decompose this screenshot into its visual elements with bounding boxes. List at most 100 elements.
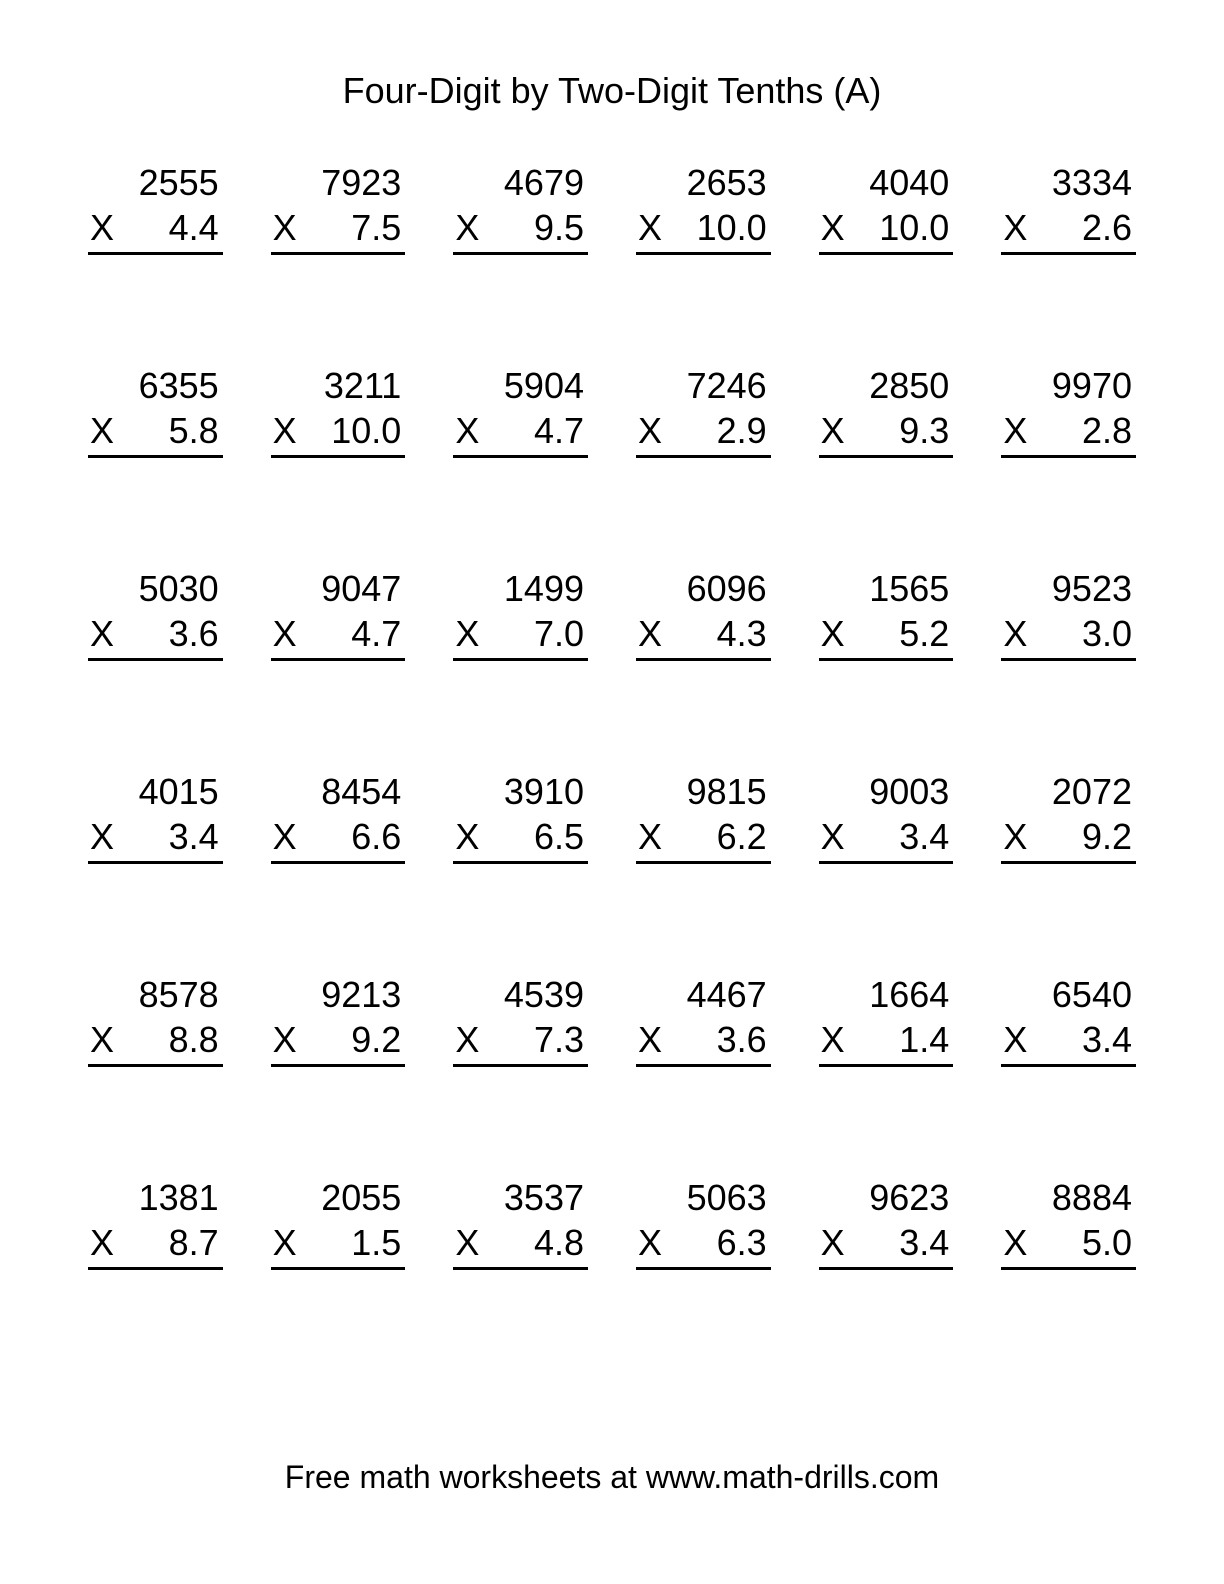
worksheet-page: Four-Digit by Two-Digit Tenths (A) 2555X… (0, 0, 1224, 1584)
multiplier: 7.5 (331, 205, 401, 250)
problem: 5063X6.3 (636, 1175, 771, 1270)
multiply-operator: X (90, 1017, 114, 1062)
multiplicand: 3334 (1001, 160, 1136, 205)
multiplier: 10.0 (697, 205, 767, 250)
multiply-operator: X (821, 611, 845, 656)
problem: 1381X8.7 (88, 1175, 223, 1270)
multiplier-row: X10.0 (636, 205, 771, 255)
multiplier-row: X 5.8 (88, 408, 223, 458)
problem: 9970X2.8 (1001, 363, 1136, 458)
multiplier: 9.2 (1062, 814, 1132, 859)
multiplicand: 6096 (636, 566, 771, 611)
problem: 9815X6.2 (636, 769, 771, 864)
multiplicand: 9815 (636, 769, 771, 814)
multiplier: 5.8 (149, 408, 219, 453)
problem: 4015X3.4 (88, 769, 223, 864)
problem: 8578X8.8 (88, 972, 223, 1067)
multiplicand: 2850 (819, 363, 954, 408)
multiplier: 8.8 (149, 1017, 219, 1062)
problem-grid: 2555X4.47923X7.54679X9.52653X10.04040X10… (80, 160, 1144, 1270)
multiplier: 4.8 (514, 1220, 584, 1265)
problem: 3211X10.0 (271, 363, 406, 458)
multiplier-row: X8.7 (88, 1220, 223, 1270)
multiplier: 9.2 (331, 1017, 401, 1062)
page-title: Four-Digit by Two-Digit Tenths (A) (80, 70, 1144, 112)
multiply-operator: X (273, 611, 297, 656)
multiplicand: 4015 (88, 769, 223, 814)
multiplicand: 1381 (88, 1175, 223, 1220)
problem: 1664X1.4 (819, 972, 954, 1067)
multiplier-row: X 9.2 (271, 1017, 406, 1067)
problem: 6540X 3.4 (1001, 972, 1136, 1067)
problem: 9047X4.7 (271, 566, 406, 661)
multiplier: 5.2 (879, 611, 949, 656)
multiplier-row: X4.4 (88, 205, 223, 255)
multiplicand: 7923 (271, 160, 406, 205)
problem: 2555X4.4 (88, 160, 223, 255)
multiplier-row: X 6.3 (636, 1220, 771, 1270)
multiply-operator: X (455, 611, 479, 656)
problem: 5904X4.7 (453, 363, 588, 458)
multiplier: 10.0 (331, 408, 401, 453)
multiplier-row: X3.4 (88, 814, 223, 864)
multiplier-row: X6.2 (636, 814, 771, 864)
multiply-operator: X (273, 1220, 297, 1265)
multiplier-row: X 5.0 (1001, 1220, 1136, 1270)
multiplier-row: X6.6 (271, 814, 406, 864)
multiplier: 3.4 (1062, 1017, 1132, 1062)
multiply-operator: X (638, 408, 662, 453)
multiplier-row: X4.7 (453, 408, 588, 458)
multiplier: 6.3 (697, 1220, 767, 1265)
multiplier-row: X1.4 (819, 1017, 954, 1067)
multiplier: 1.4 (879, 1017, 949, 1062)
problem: 3334X2.6 (1001, 160, 1136, 255)
problem: 2653X10.0 (636, 160, 771, 255)
problem: 5030X3.6 (88, 566, 223, 661)
multiply-operator: X (455, 205, 479, 250)
multiplicand: 1499 (453, 566, 588, 611)
multiply-operator: X (1003, 1017, 1027, 1062)
multiplier-row: X6.5 (453, 814, 588, 864)
problem: 9523X3.0 (1001, 566, 1136, 661)
multiplicand: 9970 (1001, 363, 1136, 408)
multiply-operator: X (273, 1017, 297, 1062)
multiply-operator: X (821, 205, 845, 250)
problem: 9213X 9.2 (271, 972, 406, 1067)
multiplicand: 2555 (88, 160, 223, 205)
multiplier: 3.0 (1062, 611, 1132, 656)
multiply-operator: X (273, 814, 297, 859)
multiplier: 10.0 (879, 205, 949, 250)
problem: 8454X6.6 (271, 769, 406, 864)
multiplicand: 4467 (636, 972, 771, 1017)
multiplier-row: X3.4 (819, 1220, 954, 1270)
multiplicand: 6540 (1001, 972, 1136, 1017)
page-footer: Free math worksheets at www.math-drills.… (0, 1459, 1224, 1496)
problem: 8884X5.0 (1001, 1175, 1136, 1270)
multiply-operator: X (638, 1220, 662, 1265)
multiplier: 8.7 (149, 1220, 219, 1265)
multiplier: 5.0 (1062, 1220, 1132, 1265)
problem: 7923X 7.5 (271, 160, 406, 255)
multiply-operator: X (273, 205, 297, 250)
multiply-operator: X (1003, 1220, 1027, 1265)
multiplier-row: X2.6 (1001, 205, 1136, 255)
problem: 6355X5.8 (88, 363, 223, 458)
multiplier: 2.8 (1062, 408, 1132, 453)
multiplier-row: X 8.8 (88, 1017, 223, 1067)
multiply-operator: X (90, 814, 114, 859)
multiplier-row: X 7.5 (271, 205, 406, 255)
multiplier: 3.4 (879, 814, 949, 859)
multiplicand: 8454 (271, 769, 406, 814)
problem: 3910X6.5 (453, 769, 588, 864)
multiplier-row: X3.6 (636, 1017, 771, 1067)
multiplicand: 2653 (636, 160, 771, 205)
multiply-operator: X (90, 408, 114, 453)
multiplier-row: X2.9 (636, 408, 771, 458)
multiplier-row: X3.6 (88, 611, 223, 661)
multiplier-row: X1.5 (271, 1220, 406, 1270)
multiplicand: 9213 (271, 972, 406, 1017)
multiplier-row: X10.0 (271, 408, 406, 458)
multiplier: 3.4 (879, 1220, 949, 1265)
multiplier: 9.3 (879, 408, 949, 453)
multiplier-row: X9.3 (819, 408, 954, 458)
